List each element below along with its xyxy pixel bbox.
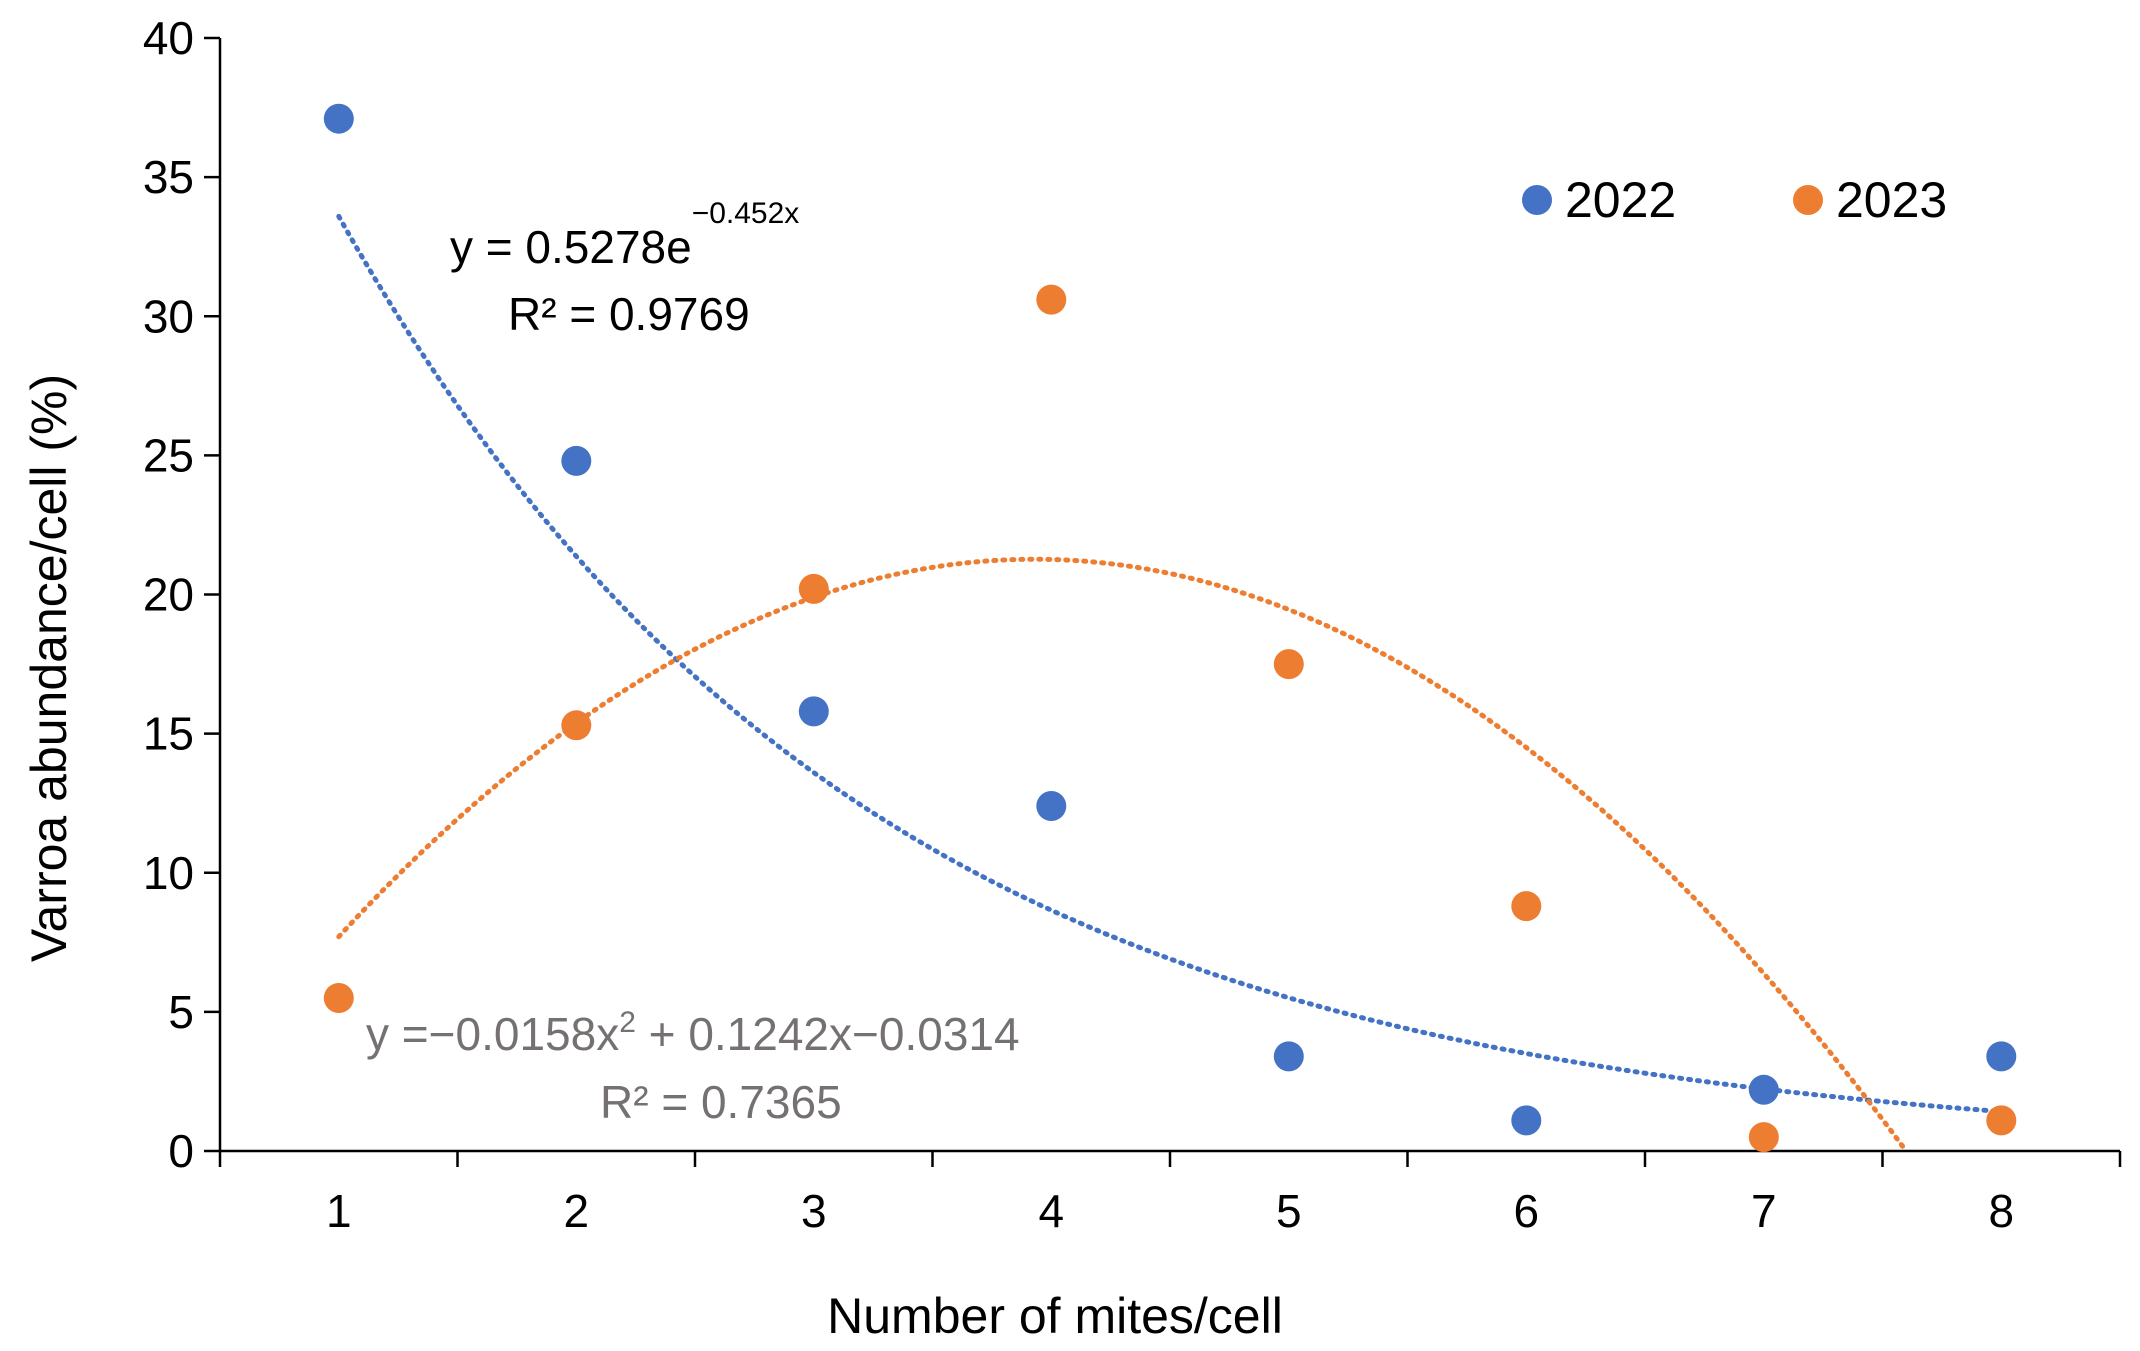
x-tick-label: 5 bbox=[1276, 1185, 1302, 1237]
trendline-2022 bbox=[336, 213, 2004, 1114]
x-tick-label: 2 bbox=[563, 1185, 589, 1237]
data-point-2023 bbox=[323, 983, 354, 1013]
legend-marker-2022 bbox=[1522, 185, 1552, 215]
trendline-equation-2023: y =−0.0158x2 + 0.1242x−0.0314 bbox=[366, 1006, 1020, 1060]
x-tick-label: 7 bbox=[1751, 1185, 1777, 1237]
x-tick-label: 8 bbox=[1988, 1185, 2014, 1237]
data-point-2022 bbox=[1273, 1041, 1304, 1072]
trendline-2023 bbox=[336, 556, 1909, 1154]
legend: 2022 2023 bbox=[1522, 172, 1947, 228]
trendline-r-squared-2022: R² = 0.9769 bbox=[508, 288, 750, 340]
axes: 0 5 10 15 20 25 30 35 40 1 2 3 4 5 6 7 8 bbox=[143, 12, 2122, 1237]
x-tick-label: 1 bbox=[326, 1185, 352, 1237]
trendline-equation-2023-suffix: + 0.1242x−0.0314 bbox=[636, 1008, 1020, 1060]
data-point-2022 bbox=[1036, 791, 1067, 821]
y-tick-label: 5 bbox=[168, 986, 194, 1038]
data-points bbox=[323, 103, 2017, 1153]
data-point-2022 bbox=[561, 445, 592, 476]
x-tick-label: 4 bbox=[1038, 1185, 1064, 1237]
legend-label-2022: 2022 bbox=[1565, 172, 1676, 228]
x-tick-label: 6 bbox=[1513, 1185, 1539, 1237]
data-point-2023 bbox=[1748, 1122, 1779, 1153]
data-point-2023 bbox=[1036, 284, 1067, 315]
data-point-2022 bbox=[1986, 1041, 2017, 1072]
y-tick-label: 20 bbox=[143, 569, 194, 621]
data-point-2022 bbox=[798, 696, 829, 727]
data-point-2023 bbox=[1986, 1105, 2017, 1136]
x-tick-label: 3 bbox=[801, 1185, 827, 1237]
y-tick-label: 10 bbox=[143, 847, 194, 899]
data-point-2023 bbox=[798, 573, 829, 604]
data-point-2023 bbox=[1273, 649, 1304, 680]
y-tick-label: 15 bbox=[143, 708, 194, 760]
trendlines bbox=[336, 213, 2004, 1154]
trendline-equation-2022-base: y = 0.5278e bbox=[450, 221, 692, 273]
data-point-2023 bbox=[1511, 891, 1542, 922]
data-point-2023 bbox=[561, 710, 592, 741]
data-point-2022 bbox=[1748, 1074, 1779, 1105]
trendline-r-squared-2023: R² = 0.7365 bbox=[600, 1076, 842, 1128]
y-tick-label: 25 bbox=[143, 429, 194, 481]
x-axis-title: Number of mites/cell bbox=[827, 1288, 1283, 1344]
y-tick-label: 40 bbox=[143, 12, 194, 64]
trendline-equation-2022: y = 0.5278e−0.452x bbox=[450, 197, 799, 273]
y-tick-label: 35 bbox=[143, 151, 194, 203]
data-point-2022 bbox=[1511, 1105, 1542, 1136]
trendline-equation-2023-exponent: 2 bbox=[619, 1006, 636, 1039]
y-axis-title: Varroa abundance/cell (%) bbox=[21, 374, 77, 962]
y-tick-label: 30 bbox=[143, 290, 194, 342]
trendline-equation-2023-prefix: y =−0.0158x bbox=[366, 1008, 619, 1060]
trendline-equation-2022-exponent: −0.452x bbox=[692, 197, 800, 230]
legend-marker-2023 bbox=[1793, 185, 1823, 215]
y-tick-label: 0 bbox=[168, 1125, 194, 1177]
legend-label-2023: 2023 bbox=[1836, 172, 1947, 228]
data-point-2022 bbox=[323, 103, 354, 134]
